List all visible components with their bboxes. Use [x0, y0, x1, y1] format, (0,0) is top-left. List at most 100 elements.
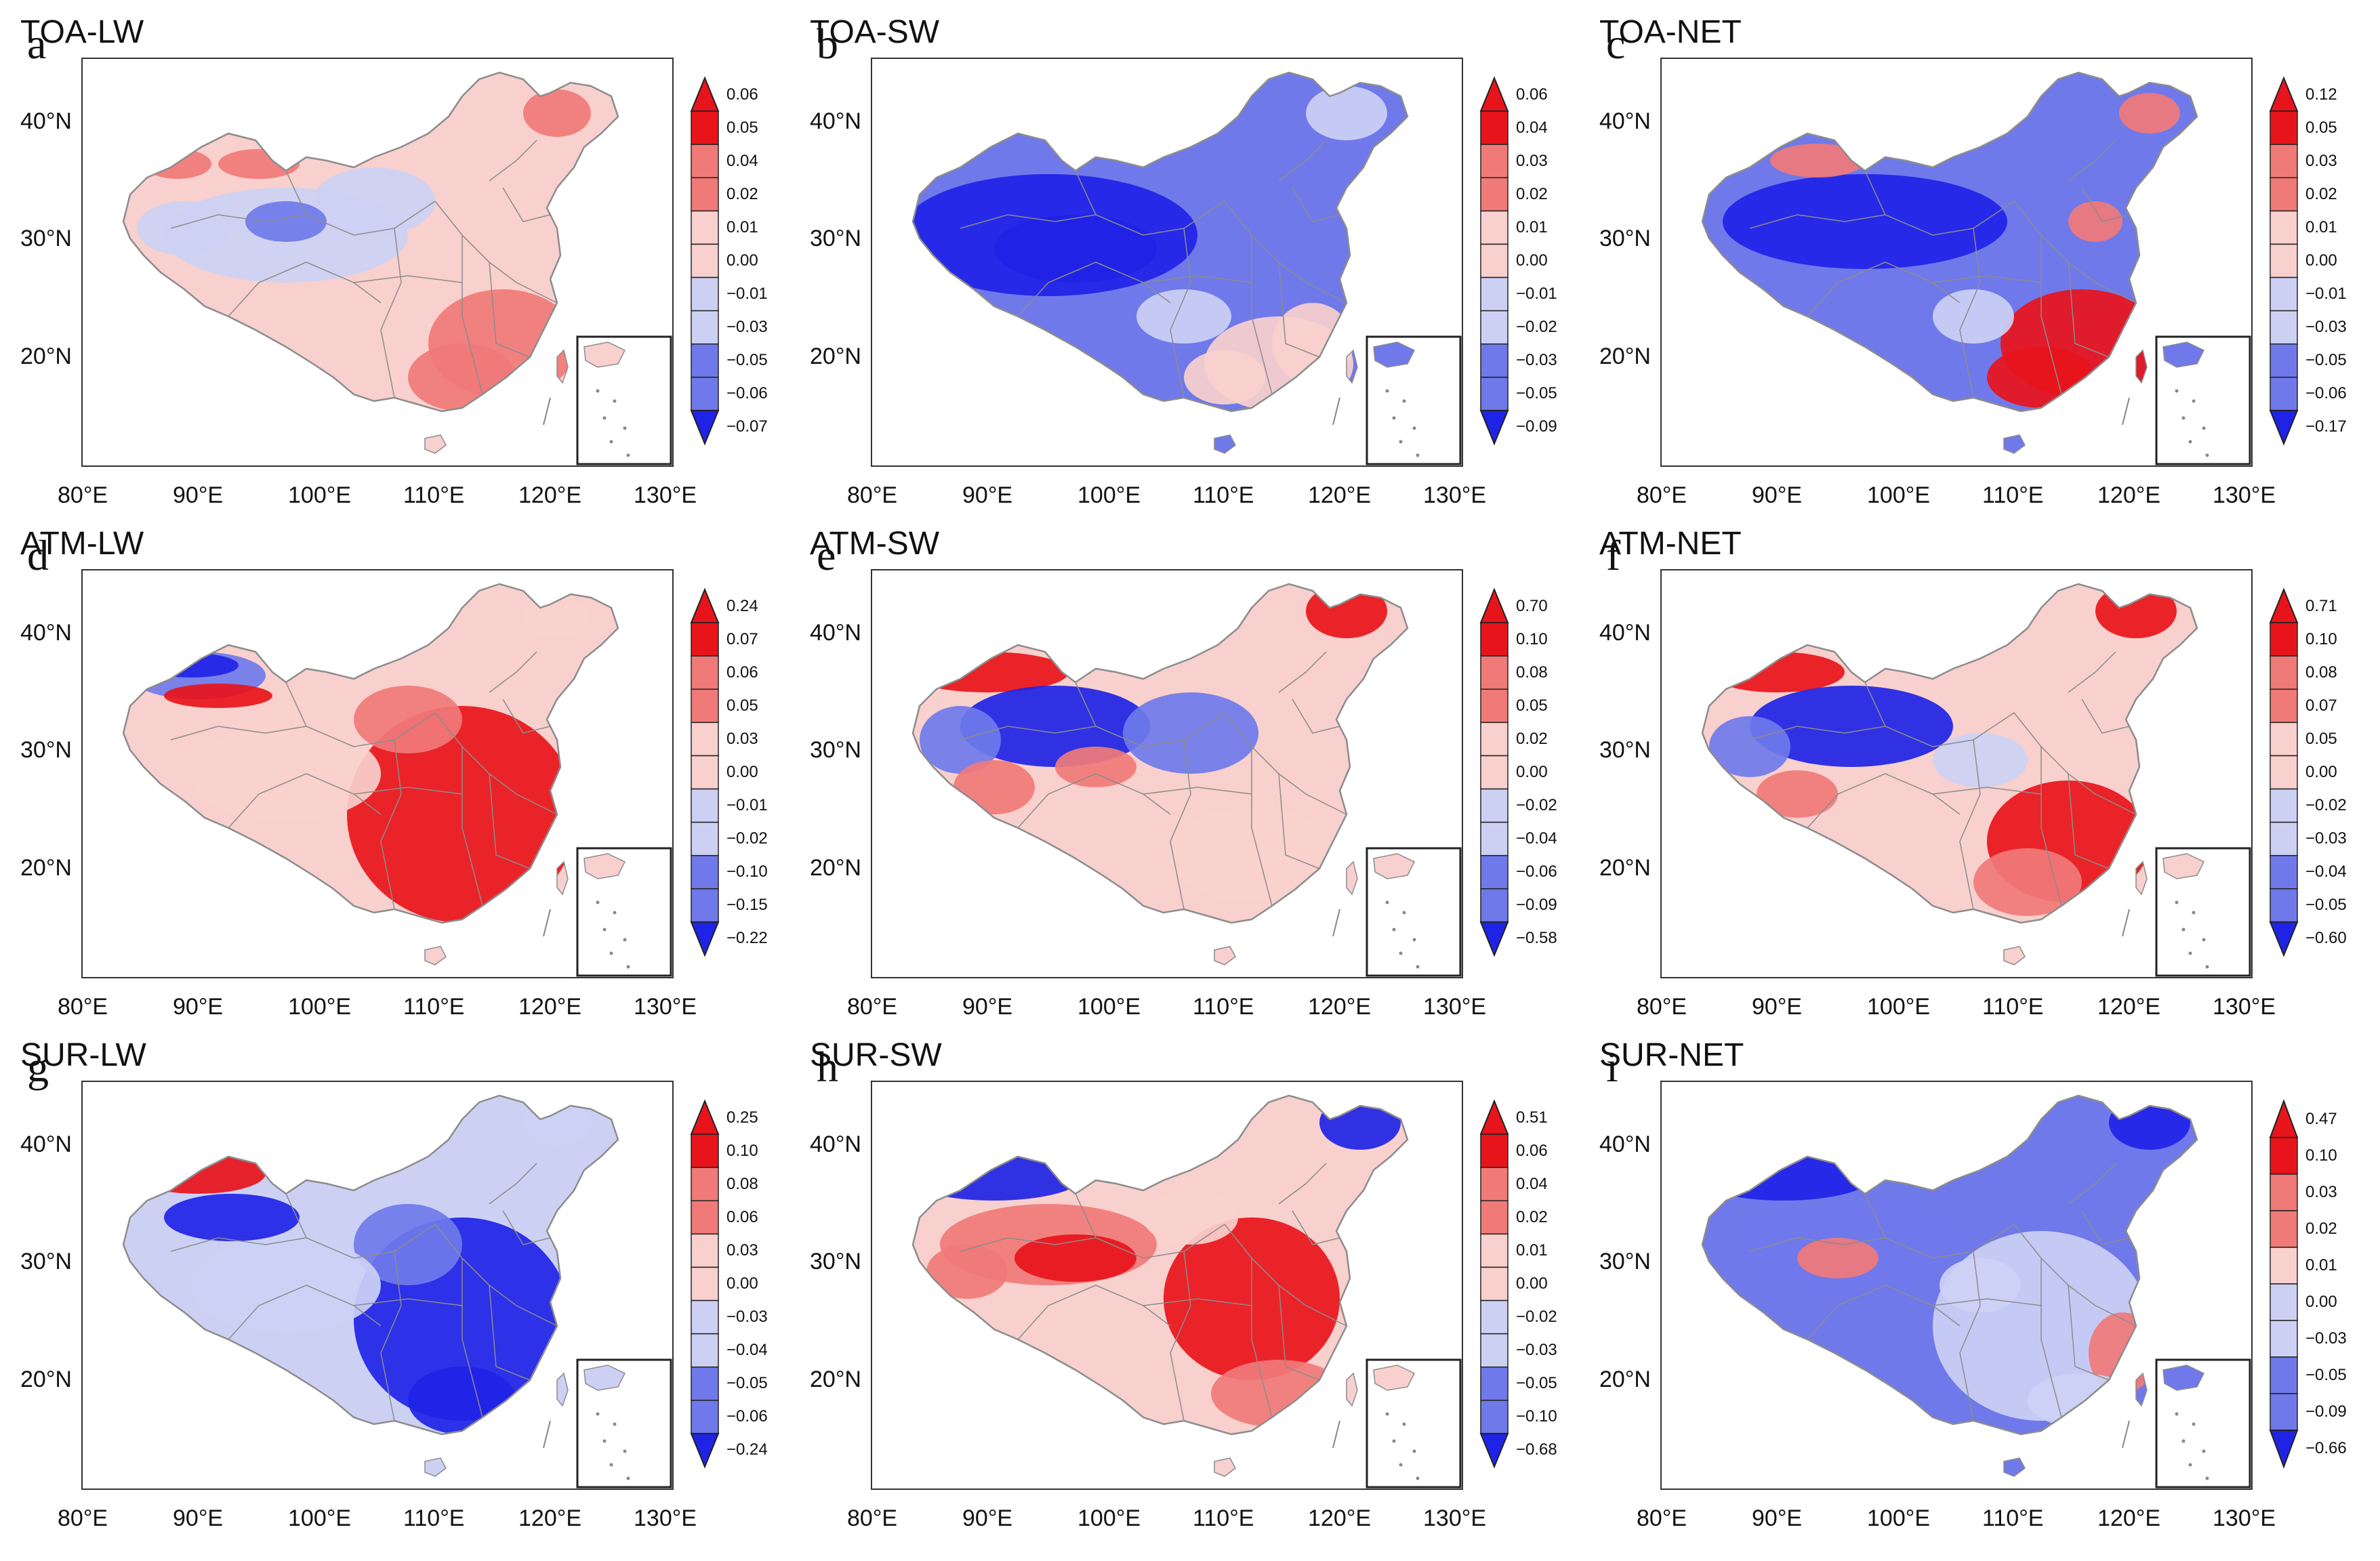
colorbar-segment	[2270, 144, 2298, 179]
colorbar-tick-label: 0.70	[1516, 596, 1548, 615]
lon-label: 100°E	[288, 994, 352, 1020]
colorbar-segment	[2270, 377, 2298, 411]
lat-label: 20°N	[20, 1367, 72, 1392]
colorbar-segment	[690, 1432, 720, 1469]
colorbar	[2269, 76, 2299, 446]
colorbar-tick-label: −0.03	[2305, 1329, 2347, 1348]
colorbar-segment	[691, 1299, 719, 1335]
lon-label: 100°E	[1078, 1505, 1141, 1531]
colorbar-segment	[1480, 1167, 1509, 1202]
colorbar-segment	[691, 788, 719, 823]
colorbar-tick-label: −0.01	[726, 285, 768, 304]
colorbar	[1479, 76, 1509, 446]
colorbar-segment	[1480, 1299, 1509, 1335]
colorbar-tick-label: 0.00	[2305, 251, 2337, 270]
colorbar-segment	[2269, 76, 2299, 112]
colorbar-tick-label: 0.08	[726, 1174, 758, 1193]
lon-label: 120°E	[1308, 1505, 1372, 1531]
colorbar-tick-label: 0.00	[726, 251, 758, 270]
colorbar-tick-label: −0.05	[1516, 1374, 1557, 1393]
province-border	[170, 726, 307, 741]
province-border	[1932, 275, 2042, 283]
province-border	[1251, 1258, 1273, 1418]
colorbar-tick-label: 0.08	[1516, 663, 1548, 682]
colorbar-tick-label: 0.06	[726, 1207, 758, 1226]
colorbar-tick-label: −0.03	[1516, 351, 1557, 370]
colorbar-tick-label: 0.05	[726, 118, 758, 137]
panel-letter: a	[27, 20, 47, 68]
colorbar-tick-label: 0.02	[2305, 184, 2337, 203]
province-border	[2068, 773, 2110, 869]
colorbar-tick-label: 0.10	[2305, 629, 2337, 648]
colorbar-tick-label: 0.03	[2305, 151, 2337, 170]
colorbar-scale	[1479, 1099, 1509, 1469]
province-border	[1075, 682, 1225, 747]
panel-letter: e	[817, 531, 836, 579]
province-border	[1170, 228, 1191, 398]
colorbar-segment	[2270, 243, 2298, 278]
province-border	[1017, 262, 1171, 317]
province-border	[1143, 787, 1252, 795]
province-border	[1017, 1285, 1171, 1340]
china-map	[1701, 1094, 2251, 1489]
country-border	[911, 71, 1409, 413]
colorbar-segment	[1480, 888, 1509, 923]
colorbar-tick-label: 0.00	[726, 1274, 758, 1293]
country-border	[911, 1094, 1409, 1436]
colorbar-scale	[2269, 76, 2299, 446]
lon-label: 120°E	[518, 1505, 582, 1531]
lon-label: 100°E	[1078, 482, 1141, 508]
colorbar-segment	[1480, 688, 1509, 724]
south-china-sea-inset	[1366, 847, 1462, 977]
lon-label: 90°E	[1752, 1505, 1803, 1531]
province-border	[1143, 275, 1252, 283]
panel-title: TOA-SW	[810, 14, 940, 50]
province-border	[489, 1285, 531, 1381]
panel-letter: c	[1606, 20, 1626, 68]
china-map	[1701, 583, 2251, 977]
colorbar-segment	[691, 622, 719, 657]
map-frame	[1660, 1081, 2253, 1490]
colorbar-segment	[1480, 177, 1509, 212]
colorbar-segment	[2270, 722, 2298, 757]
province-border	[1278, 651, 1327, 693]
colorbar-segment	[691, 1366, 719, 1401]
lon-label: 80°E	[1637, 482, 1687, 508]
colorbar-segment	[1480, 722, 1509, 757]
colorbar-tick-label: −0.03	[2305, 829, 2347, 848]
province-border	[380, 1251, 402, 1421]
colorbar-scale	[690, 1099, 720, 1469]
colorbar-segment	[2270, 1393, 2298, 1431]
colorbar-tick-label: −0.05	[726, 1374, 768, 1393]
province-border	[1251, 235, 1273, 395]
colorbar-segment	[1479, 1099, 1509, 1136]
south-china-sea-inset	[576, 847, 672, 977]
colorbar-segment	[690, 409, 720, 446]
lon-label: 110°E	[403, 994, 465, 1020]
map-frame	[81, 569, 674, 978]
panel-title: TOA-LW	[20, 14, 144, 50]
colorbar-tick-label: 0.02	[1516, 1207, 1548, 1226]
province-border	[1170, 1251, 1191, 1421]
colorbar-segment	[2270, 821, 2298, 856]
colorbar-tick-label: 0.00	[1516, 1274, 1548, 1293]
lon-label: 90°E	[173, 482, 224, 508]
colorbar-segment	[2270, 1356, 2298, 1394]
colorbar	[1479, 587, 1509, 957]
lat-label: 30°N	[1599, 737, 1651, 763]
lat-label: 20°N	[20, 855, 72, 881]
colorbar-segment	[1480, 1400, 1509, 1434]
country-border	[911, 583, 1409, 924]
colorbar-segment	[2270, 1283, 2298, 1321]
lon-label: 80°E	[58, 482, 108, 508]
map-panel-i: SUR-NET i 40°N 30°N 20°N 80°E 90°E 100°E 110°E 12…	[1593, 1037, 2372, 1552]
colorbar-tick-label: 0.00	[2305, 763, 2337, 781]
province-border	[1864, 682, 2015, 747]
province-border	[502, 1210, 551, 1245]
province-border	[1959, 739, 1981, 910]
lon-label: 100°E	[1867, 994, 1931, 1020]
colorbar-segment	[2269, 1430, 2299, 1469]
lon-label: 90°E	[1752, 994, 1803, 1020]
colorbar-scale	[1479, 76, 1509, 446]
colorbar-tick-label: −0.02	[1516, 318, 1557, 337]
